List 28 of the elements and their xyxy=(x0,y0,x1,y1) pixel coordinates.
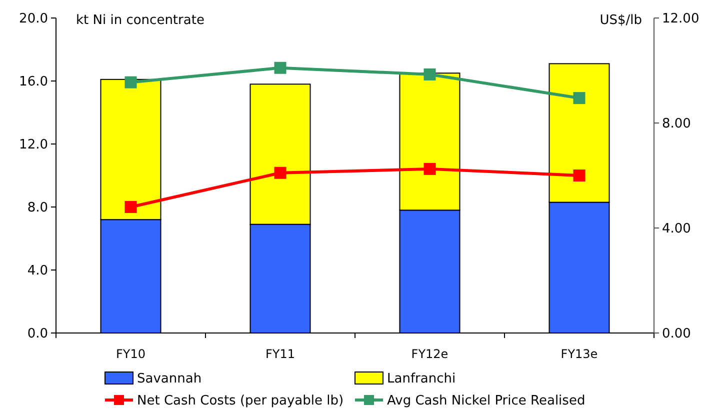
x-tick-label: FY10 xyxy=(116,347,146,361)
legend-label: Net Cash Costs (per payable lb) xyxy=(137,394,344,409)
point xyxy=(424,68,436,80)
y-tick-label: 16.0 xyxy=(19,74,48,90)
y2-tick-label: 12.00 xyxy=(662,12,700,27)
y-tick-label: 8.0 xyxy=(27,200,48,216)
point xyxy=(124,201,137,213)
point xyxy=(274,166,286,179)
y2-tick-label: 4.00 xyxy=(662,222,691,237)
point xyxy=(274,62,286,74)
point xyxy=(573,92,586,104)
y-tick-label: 12.0 xyxy=(19,138,48,153)
y-tick-label: 0.0 xyxy=(27,326,48,342)
legend-label: Avg Cash Nickel Price Realised xyxy=(387,394,586,409)
legend-label: Savannah xyxy=(137,372,202,387)
y-tick-label: 20.0 xyxy=(19,12,48,27)
x-tick-label: FY11 xyxy=(265,347,296,361)
point xyxy=(124,76,137,88)
legend-label: Lanfranchi xyxy=(387,372,456,387)
y-tick-label: 4.0 xyxy=(27,264,48,279)
y2-axis-title: US$/lb xyxy=(600,13,642,28)
y-axis-title: kt Ni in concentrate xyxy=(76,13,204,28)
y2-tick-label: 8.00 xyxy=(662,116,691,132)
point xyxy=(573,170,586,182)
y2-tick-label: 0.00 xyxy=(662,326,691,342)
x-tick-label: FY12e xyxy=(411,347,448,361)
x-tick-label: FY13e xyxy=(560,347,598,361)
point xyxy=(424,162,436,175)
